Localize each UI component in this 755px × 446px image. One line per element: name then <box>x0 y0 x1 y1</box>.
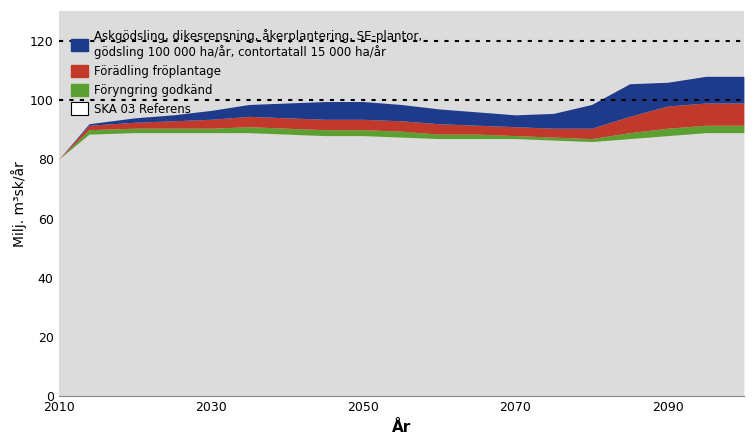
X-axis label: År: År <box>392 420 411 435</box>
Y-axis label: Milj. m³sk/år: Milj. m³sk/år <box>11 161 27 247</box>
Legend: Askgödsling, dikesrensning, åkerplantering, SE-plantor,
gödsling 100 000 ha/år, : Askgödsling, dikesrensning, åkerplanteri… <box>71 29 422 116</box>
